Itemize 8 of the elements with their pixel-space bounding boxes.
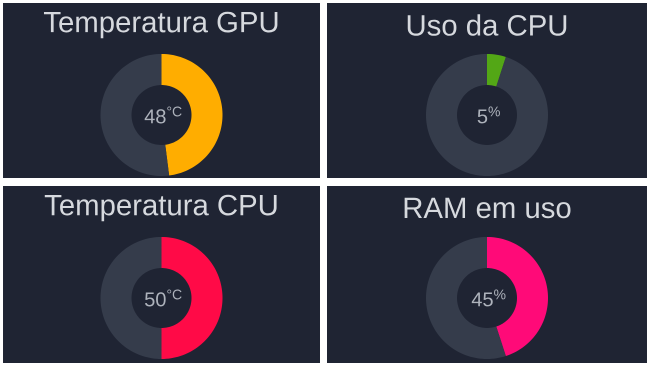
text: 45$^{%}$ (472, 290, 506, 306)
chart-title: Temperatura CPU (44, 194, 277, 222)
text: 5$^{%}$ (478, 106, 500, 124)
text: 50$^{°C}$ (144, 290, 182, 306)
chart-title: Temperatura GPU (44, 12, 278, 38)
text: 48$^{°C}$ (144, 106, 182, 124)
chart-title: RAM em uso (404, 198, 570, 218)
chart-title: Uso da CPU (408, 14, 566, 36)
